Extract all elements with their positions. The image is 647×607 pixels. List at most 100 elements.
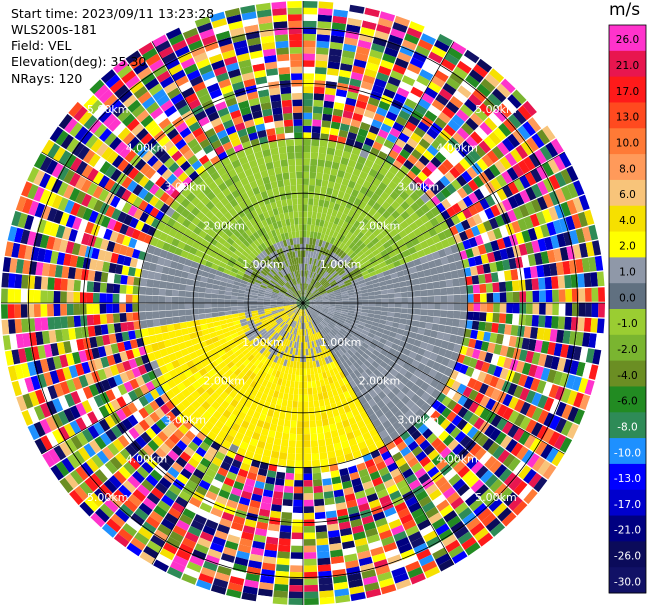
velocity-gate	[135, 435, 147, 448]
velocity-gate	[281, 313, 288, 319]
velocity-gate	[435, 93, 449, 106]
velocity-gate	[369, 353, 378, 361]
velocity-gate	[298, 315, 301, 323]
velocity-gate	[180, 435, 192, 446]
velocity-gate	[523, 156, 536, 171]
velocity-gate	[390, 272, 398, 279]
velocity-gate	[512, 500, 528, 516]
velocity-gate	[145, 474, 159, 487]
velocity-gate	[547, 342, 556, 356]
velocity-gate	[444, 271, 452, 280]
velocity-gate	[221, 365, 230, 374]
velocity-gate	[319, 322, 325, 329]
velocity-gate	[315, 346, 320, 354]
velocity-gate	[422, 428, 433, 440]
velocity-gate	[112, 438, 125, 452]
velocity-gate	[303, 493, 314, 500]
velocity-gate	[537, 394, 549, 409]
velocity-gate	[351, 525, 365, 534]
velocity-gate	[308, 198, 314, 205]
velocity-gate	[316, 304, 323, 306]
velocity-gate	[252, 411, 261, 420]
velocity-gate	[305, 348, 309, 356]
velocity-gate	[303, 296, 305, 303]
velocity-gate	[281, 314, 288, 320]
velocity-gate	[431, 99, 445, 112]
velocity-gate	[538, 315, 546, 328]
velocity-gate	[320, 262, 326, 269]
velocity-gate	[271, 396, 278, 405]
velocity-gate	[303, 329, 305, 336]
velocity-gate	[197, 537, 212, 549]
velocity-gate	[379, 429, 389, 440]
velocity-gate	[494, 483, 508, 498]
velocity-gate	[390, 70, 404, 81]
velocity-gate	[404, 324, 413, 332]
velocity-gate	[254, 446, 264, 456]
velocity-gate	[492, 445, 505, 460]
velocity-gate	[488, 112, 503, 127]
velocity-gate	[383, 117, 395, 128]
velocity-gate	[106, 518, 122, 533]
velocity-gate	[359, 149, 370, 159]
velocity-gate	[354, 270, 362, 276]
velocity-gate	[281, 365, 286, 373]
velocity-gate	[411, 252, 420, 261]
velocity-gate	[210, 391, 220, 401]
velocity-gate	[399, 148, 411, 160]
velocity-gate	[361, 306, 369, 310]
velocity-gate	[464, 228, 475, 239]
velocity-gate	[321, 343, 327, 351]
velocity-gate	[312, 251, 317, 259]
velocity-gate	[284, 346, 289, 353]
velocity-gate	[512, 427, 525, 442]
velocity-gate	[273, 348, 280, 356]
velocity-gate	[291, 407, 298, 415]
velocity-gate	[566, 423, 579, 439]
velocity-gate	[501, 421, 514, 435]
velocity-gate	[176, 473, 189, 485]
velocity-gate	[320, 311, 327, 316]
velocity-gate	[450, 214, 461, 225]
velocity-gate	[379, 11, 396, 22]
velocity-gate	[47, 304, 54, 317]
velocity-gate	[265, 476, 276, 485]
velocity-gate	[455, 335, 464, 345]
velocity-gate	[326, 444, 335, 452]
velocity-gate	[127, 390, 139, 402]
velocity-gate	[101, 446, 115, 460]
velocity-gate	[431, 274, 440, 282]
velocity-gate	[318, 1, 334, 10]
velocity-gate	[314, 505, 325, 513]
velocity-gate	[520, 140, 534, 156]
velocity-gate	[209, 331, 218, 339]
velocity-gate	[297, 407, 303, 415]
velocity-gate	[303, 33, 316, 41]
velocity-gate	[414, 218, 424, 228]
velocity-gate	[479, 488, 494, 503]
velocity-gate	[307, 307, 313, 313]
velocity-gate	[157, 341, 166, 350]
velocity-gate	[205, 554, 220, 566]
velocity-gate	[292, 321, 296, 328]
velocity-gate	[315, 282, 321, 289]
velocity-gate	[376, 399, 386, 409]
velocity-gate	[425, 199, 436, 210]
velocity-gate	[493, 292, 500, 303]
velocity-gate	[354, 162, 364, 171]
velocity-gate	[349, 276, 357, 282]
velocity-gate	[378, 577, 395, 588]
velocity-gate	[418, 495, 432, 508]
velocity-gate	[442, 486, 456, 499]
velocity-gate	[377, 390, 387, 400]
velocity-gate	[215, 378, 225, 387]
velocity-gate	[411, 429, 422, 441]
velocity-gate	[590, 318, 598, 333]
velocity-gate	[231, 357, 240, 365]
velocity-gate	[556, 357, 567, 372]
velocity-gate	[274, 333, 280, 341]
velocity-gate	[382, 270, 391, 277]
velocity-gate	[265, 326, 273, 332]
velocity-gate	[40, 276, 49, 290]
velocity-gate	[308, 314, 312, 321]
